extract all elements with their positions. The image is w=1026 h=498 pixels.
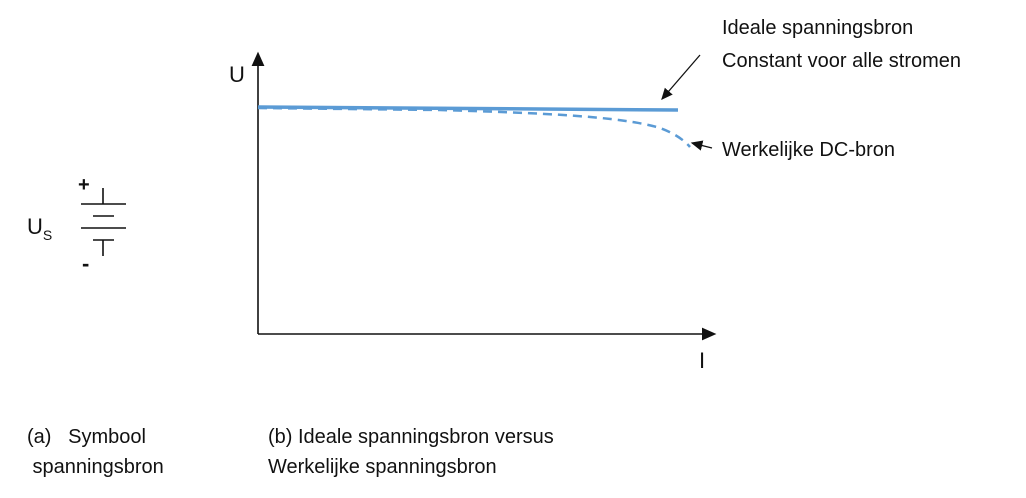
ideal-source-line <box>257 105 679 112</box>
x-axis-label: I <box>699 348 705 373</box>
caption-a: (a) Symbool spanningsbron <box>27 422 164 482</box>
real-annotation-arrow <box>690 140 713 151</box>
real-annotation: Werkelijke DC-bron <box>722 139 895 161</box>
caption-b-line1: (b) Ideale spanningsbron versus <box>268 426 554 448</box>
y-axis-label: U <box>229 62 245 87</box>
real-source-curve <box>257 106 691 148</box>
minus-terminal-label: - <box>82 251 89 276</box>
source-voltage-main: U <box>27 214 43 239</box>
caption-a-line2: spanningsbron <box>27 456 164 478</box>
caption-b: (b) Ideale spanningsbron versus Werkelij… <box>268 422 554 482</box>
plus-terminal-label: + <box>78 174 90 196</box>
source-voltage-subscript: S <box>43 227 52 243</box>
ideal-annotation-line2: Constant voor alle stromen <box>722 50 961 72</box>
caption-a-line1: (a) Symbool <box>27 426 146 448</box>
source-voltage-label: US <box>27 214 52 243</box>
caption-b-line2: Werkelijke spanningsbron <box>268 456 497 478</box>
ideal-annotation-arrow <box>661 54 701 100</box>
ideal-annotation-line1: Ideale spanningsbron <box>722 17 913 39</box>
battery-symbol-icon <box>81 188 126 256</box>
